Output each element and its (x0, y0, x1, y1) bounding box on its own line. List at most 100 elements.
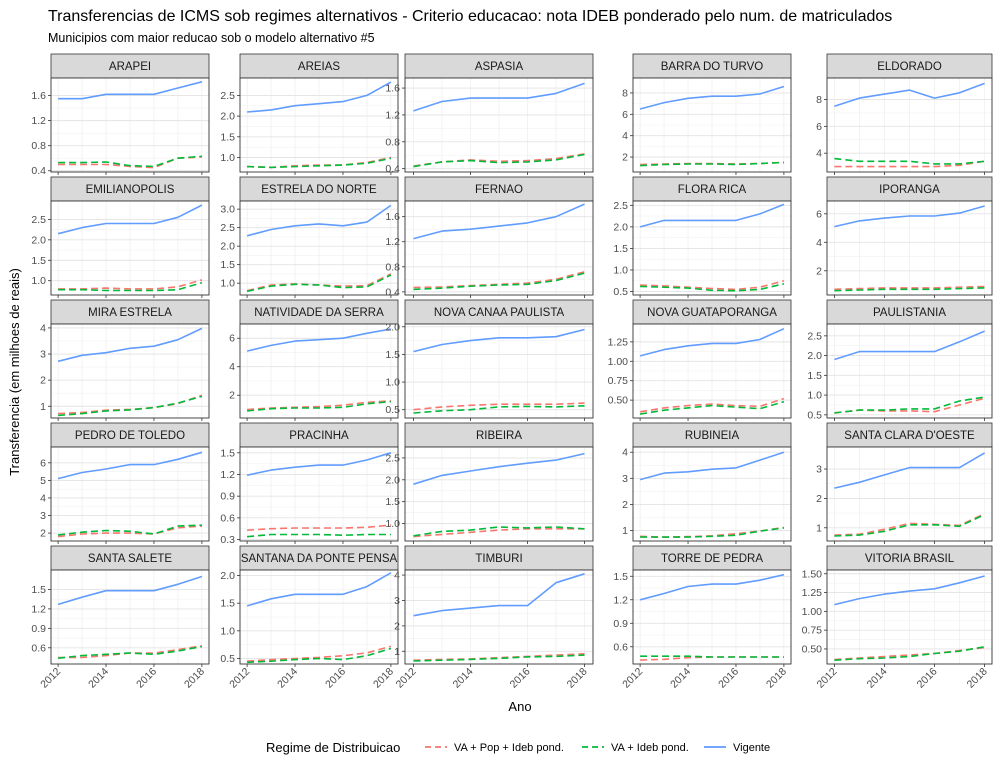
x-tick-label: 2014 (668, 666, 693, 691)
x-tick-label: 2018 (371, 666, 396, 691)
y-tick-label: 3 (394, 595, 400, 607)
panel-border (404, 569, 594, 665)
y-tick-label: 0.75 (608, 375, 629, 387)
y-tick-label: 6 (816, 208, 822, 220)
y-tick-label: 2.0 (385, 474, 400, 486)
series-line-va-pop-ideb (413, 527, 585, 538)
y-tick-label: 1.5 (807, 370, 822, 382)
panel-border (404, 77, 594, 173)
y-tick-label: 0.9 (613, 618, 628, 630)
series-line-va-ideb (413, 272, 585, 291)
series-line-vigente (639, 85, 785, 110)
y-tick-label: 4 (622, 130, 628, 142)
series-line-vigente (57, 451, 203, 480)
series-line-va-ideb (834, 645, 985, 661)
panel-border (632, 323, 792, 419)
panel-mira-estrela: MIRA ESTRELA 1 2 3 4 (40, 299, 210, 421)
y-tick-label: 1.0 (31, 275, 46, 287)
x-tick-label: 2016 (508, 666, 533, 691)
y-tick-label: 1 (816, 522, 822, 534)
facet-strip (404, 176, 594, 202)
panel-border (826, 77, 993, 173)
facet-label: MIRA ESTRELA (88, 307, 172, 319)
x-tick-label: 2012 (227, 666, 252, 691)
series-line-va-ideb (640, 655, 784, 658)
x-tick-label: 2012 (620, 666, 645, 691)
y-tick-label: 1.2 (31, 603, 46, 615)
panel-santa-clara-d-oeste: SANTA CLARA D'OESTE 1 2 3 (816, 422, 993, 544)
y-tick-label: 1.2 (613, 594, 628, 606)
y-tick-label: 0.8 (385, 261, 400, 273)
y-tick-label: 2.0 (385, 321, 400, 333)
y-tick-label: 1.0 (613, 264, 628, 276)
series-line-va-pop-ideb (834, 512, 985, 536)
y-tick-label: 2.5 (807, 330, 822, 342)
y-tick-label: 1.6 (385, 211, 400, 223)
series-line-vigente (834, 330, 985, 361)
y-tick-label: 1.2 (31, 115, 46, 127)
y-tick-label: 2.5 (613, 200, 628, 212)
chart-subtitle: Municipios com maior reducao sob o model… (48, 31, 375, 45)
panel-border (404, 200, 594, 296)
series-line-va-pop-ideb (834, 160, 985, 168)
y-tick-label: 2 (816, 265, 822, 277)
y-tick-label: 3.0 (220, 204, 235, 216)
facet-strip (632, 422, 792, 448)
x-tick-label: 2014 (865, 666, 890, 691)
y-tick-label: 3 (40, 510, 46, 522)
y-tick-label: 1.5 (385, 496, 400, 508)
y-tick-label: 1.50 (802, 568, 823, 580)
y-tick-label: 1.5 (220, 131, 235, 143)
y-axis-label: Transferencia (em milhoes de reais) (7, 268, 22, 476)
y-tick-label: 3 (816, 464, 822, 476)
facet-strip (826, 422, 993, 448)
facet-strip (826, 176, 993, 202)
y-tick-label: 1.5 (385, 349, 400, 361)
y-tick-label: 1.00 (802, 606, 823, 618)
panel-rubineia: RUBINEIA 1 2 3 4 (622, 422, 792, 544)
y-tick-label: 2.0 (220, 570, 235, 582)
panel-border (632, 446, 792, 542)
series-line-va-ideb (247, 647, 392, 664)
y-tick-label: 2.5 (385, 452, 400, 464)
y-tick-label: 2.0 (613, 221, 628, 233)
panel-border (239, 77, 399, 173)
x-tick-label: 2016 (716, 666, 741, 691)
legend-item-label: Vigente (733, 742, 770, 754)
panel-border (404, 323, 594, 419)
y-tick-label: 2 (394, 620, 400, 632)
y-tick-label: 1.5 (220, 447, 235, 459)
series-line-vigente (834, 575, 985, 606)
series-line-vigente (57, 327, 203, 363)
legend: Regime de Distribuicao VA + Pop + Ideb p… (266, 740, 770, 755)
y-tick-label: 0.6 (31, 642, 46, 654)
y-tick-label: 0.9 (31, 623, 46, 635)
panel-border (826, 323, 993, 419)
y-tick-label: 2.5 (220, 90, 235, 102)
x-tick-label: 2016 (915, 666, 940, 691)
y-tick-label: 0.6 (613, 641, 628, 653)
facet-strip (404, 545, 594, 571)
series-line-va-pop-ideb (413, 271, 585, 289)
series-line-vigente (639, 327, 785, 357)
facet-label: NATIVIDADE DA SERRA (254, 307, 384, 319)
panel-border (826, 569, 993, 665)
facet-label: TIMBURI (475, 553, 522, 565)
panel-santa-salete: SANTA SALETE 0.6 0.9 1.2 1.5 2012 2014 2016 2018 (31, 545, 210, 691)
series-line-vigente (246, 572, 392, 607)
y-tick-label: 2.5 (31, 214, 46, 226)
series-line-va-pop-ideb (413, 402, 585, 411)
legend-item-label: VA + Pop + Ideb pond. (454, 742, 564, 754)
y-tick-label: 0.4 (385, 286, 400, 298)
y-tick-label: 1.2 (385, 236, 400, 248)
y-tick-label: 1.5 (220, 598, 235, 610)
y-tick-label: 2.0 (220, 241, 235, 253)
y-tick-label: 1.2 (385, 109, 400, 121)
series-line-va-ideb (58, 155, 202, 168)
x-tick-label: 2012 (815, 666, 840, 691)
series-line-va-ideb (58, 645, 203, 659)
series-line-va-pop-ideb (58, 279, 203, 290)
facet-strip (632, 53, 792, 79)
panel-iporanga: IPORANGA 2 4 6 (816, 176, 993, 298)
series-line-va-ideb (834, 157, 985, 165)
